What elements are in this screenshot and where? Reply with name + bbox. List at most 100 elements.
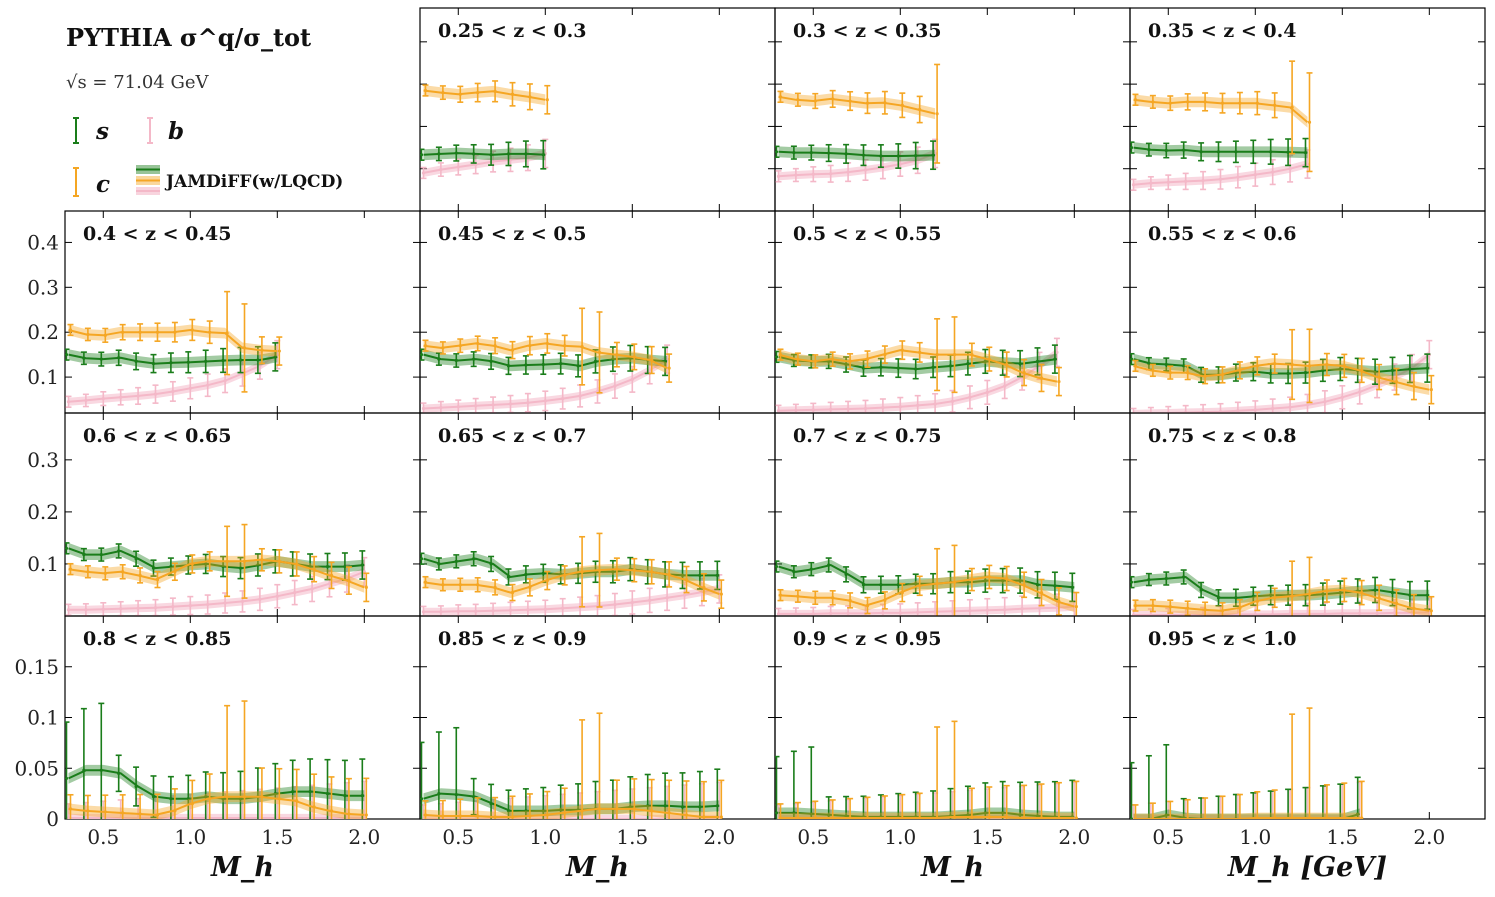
data-point-b bbox=[1253, 612, 1257, 616]
data-point-c bbox=[952, 580, 957, 584]
data-point-s bbox=[914, 582, 918, 586]
errorbar-c bbox=[847, 90, 854, 112]
panel-grid: 0.25 < z < 0.3 0.3 < z < 0.35 0.35 < z < 0… bbox=[14, 7, 1486, 883]
errorbar-c bbox=[1254, 356, 1261, 376]
data-point-s bbox=[437, 357, 441, 361]
data-point-c bbox=[423, 88, 428, 93]
plot-area bbox=[420, 80, 551, 180]
errorbar-s bbox=[435, 731, 442, 819]
errorbar-c bbox=[1393, 589, 1400, 616]
errorbar-s bbox=[435, 146, 442, 162]
data-point-b bbox=[206, 602, 210, 607]
legend-model-label: JAMDiFF(w/LQCD) bbox=[164, 172, 343, 192]
line-s bbox=[1133, 146, 1308, 154]
errorbar-c bbox=[1149, 94, 1156, 109]
data-point-c bbox=[1220, 609, 1225, 613]
errorbar-c bbox=[847, 353, 854, 370]
data-point-c bbox=[493, 815, 497, 819]
errorbar-s bbox=[575, 354, 582, 378]
errorbar-c bbox=[1003, 351, 1010, 378]
data-point-c bbox=[684, 577, 689, 582]
errorbar-b bbox=[1053, 337, 1060, 368]
errorbar-c bbox=[648, 345, 655, 375]
x-tick-label: 1.5 bbox=[1326, 825, 1358, 849]
errorbar-s bbox=[133, 766, 140, 807]
errorbar-c bbox=[1323, 579, 1330, 603]
errorbar-c bbox=[1184, 93, 1191, 111]
errorbar-c bbox=[1306, 328, 1313, 404]
data-point-s bbox=[1182, 575, 1186, 579]
errorbar-c bbox=[648, 778, 655, 819]
errorbar-c bbox=[544, 570, 551, 591]
data-point-b bbox=[1131, 183, 1136, 187]
data-point-c bbox=[493, 344, 497, 348]
errorbar-c bbox=[311, 773, 318, 819]
data-point-c bbox=[778, 593, 783, 597]
data-point-b bbox=[811, 172, 815, 176]
data-point-b bbox=[474, 404, 478, 408]
errorbar-s bbox=[557, 352, 564, 375]
errorbar-c bbox=[258, 547, 265, 572]
data-point-b bbox=[1305, 612, 1310, 616]
data-point-s bbox=[472, 557, 476, 561]
errorbar-c bbox=[1055, 587, 1062, 616]
data-point-s bbox=[291, 789, 295, 794]
y-tick-label: 0.1 bbox=[27, 365, 59, 389]
data-point-s bbox=[1373, 370, 1377, 374]
legend-entry-model: JAMDiFF(w/LQCD) bbox=[136, 165, 343, 195]
data-point-c bbox=[242, 346, 247, 350]
data-point-b bbox=[985, 390, 989, 394]
data-point-c bbox=[935, 112, 939, 116]
data-point-b bbox=[1253, 408, 1257, 412]
data-point-s bbox=[628, 805, 632, 809]
data-point-b bbox=[811, 612, 815, 616]
data-point-c bbox=[632, 355, 636, 359]
data-point-s bbox=[663, 804, 667, 808]
errorbar-c bbox=[1021, 571, 1028, 599]
errorbar-c bbox=[986, 346, 993, 372]
errorbar-c bbox=[492, 579, 499, 596]
errorbar-s bbox=[505, 789, 512, 819]
data-point-c bbox=[441, 583, 445, 587]
data-point-c bbox=[1429, 388, 1433, 392]
data-point-b bbox=[776, 174, 781, 178]
data-point-b bbox=[846, 407, 850, 411]
errorbar-c bbox=[951, 544, 958, 616]
data-point-c bbox=[1238, 101, 1242, 105]
errorbar-c bbox=[1236, 793, 1243, 819]
errorbar-c bbox=[509, 340, 516, 360]
errorbar-c bbox=[526, 83, 533, 111]
data-point-b bbox=[881, 406, 885, 410]
errorbar-c bbox=[492, 796, 499, 819]
data-point-c bbox=[987, 815, 991, 819]
errorbar-s bbox=[825, 143, 832, 163]
data-point-s bbox=[1130, 580, 1134, 584]
errorbar-s bbox=[505, 356, 512, 376]
data-point-c bbox=[1307, 120, 1312, 124]
errorbar-c bbox=[1202, 797, 1209, 819]
band-s bbox=[1133, 808, 1360, 819]
errorbar-c bbox=[509, 81, 516, 107]
data-point-s bbox=[541, 809, 545, 813]
errorbar-s bbox=[254, 345, 261, 375]
data-point-s bbox=[879, 365, 883, 369]
data-point-b bbox=[439, 406, 443, 410]
data-point-c bbox=[935, 582, 939, 586]
errorbar-c bbox=[864, 596, 871, 615]
line-b bbox=[423, 587, 720, 613]
data-point-c bbox=[918, 350, 922, 354]
errorbar-c bbox=[457, 798, 464, 819]
data-point-s bbox=[151, 566, 156, 570]
errorbar-s bbox=[1145, 142, 1152, 157]
errorbar-b bbox=[204, 373, 211, 398]
data-point-s bbox=[65, 353, 69, 357]
data-point-s bbox=[1035, 583, 1040, 587]
errorbar-c bbox=[864, 92, 871, 115]
data-point-c bbox=[1133, 364, 1138, 368]
data-point-c bbox=[103, 810, 107, 814]
errorbar-s bbox=[1130, 575, 1135, 589]
line-b bbox=[423, 152, 546, 174]
line-b bbox=[778, 605, 1075, 615]
data-point-b bbox=[1375, 611, 1379, 615]
errorbar-s bbox=[435, 557, 442, 571]
